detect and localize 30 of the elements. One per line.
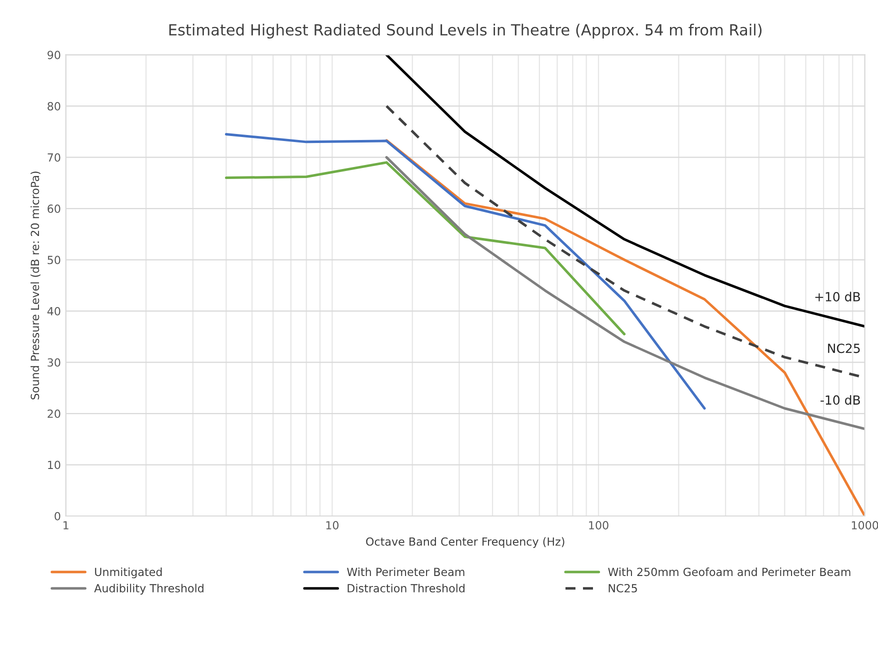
line-series (224, 133, 706, 410)
line-series (385, 54, 865, 328)
y-tick-label: 20 (48, 409, 60, 418)
y-tick-label: 0 (54, 512, 60, 520)
y-tick-label: 70 (48, 153, 60, 162)
legend-label: Distraction Threshold (348, 584, 464, 592)
chart-title: Estimated Highest Radiated Sound Levels in Theatre (Approx. 54 m from Rail) (169, 24, 762, 39)
x-tick-label: 100 (589, 521, 608, 530)
legend-label: Unmitigated (95, 568, 162, 578)
y-tick-label: 30 (48, 358, 60, 367)
annotation: +10 dB (815, 292, 860, 302)
legend-label: Audibility Threshold (94, 584, 204, 595)
x-tick-label: 1 (64, 521, 68, 530)
legend-label: With Perimeter Beam (347, 568, 464, 576)
legend-label: With 250mm Geofoam and Perimeter Beam (608, 568, 850, 576)
y-tick-label: 60 (48, 204, 60, 213)
line-series (385, 156, 865, 430)
y-tick-label: 80 (48, 102, 60, 110)
x-tick-label: 10 (326, 521, 339, 530)
y-tick-label: 90 (48, 50, 60, 60)
annotation: -10 dB (820, 395, 860, 405)
annotation: NC25 (828, 344, 860, 354)
line-series (224, 161, 626, 336)
y-tick-label: 40 (47, 307, 60, 316)
y-axis-title: Sound Pressure Level (dB re: 20 microPa) (30, 172, 40, 400)
y-tick-label: 10 (48, 460, 60, 470)
x-axis-title: Octave Band Center Frequency (Hz) (366, 537, 564, 548)
y-tick-label: 50 (48, 256, 60, 264)
legend-label: NC25 (608, 584, 637, 592)
x-tick-label: 1000 (852, 521, 878, 530)
